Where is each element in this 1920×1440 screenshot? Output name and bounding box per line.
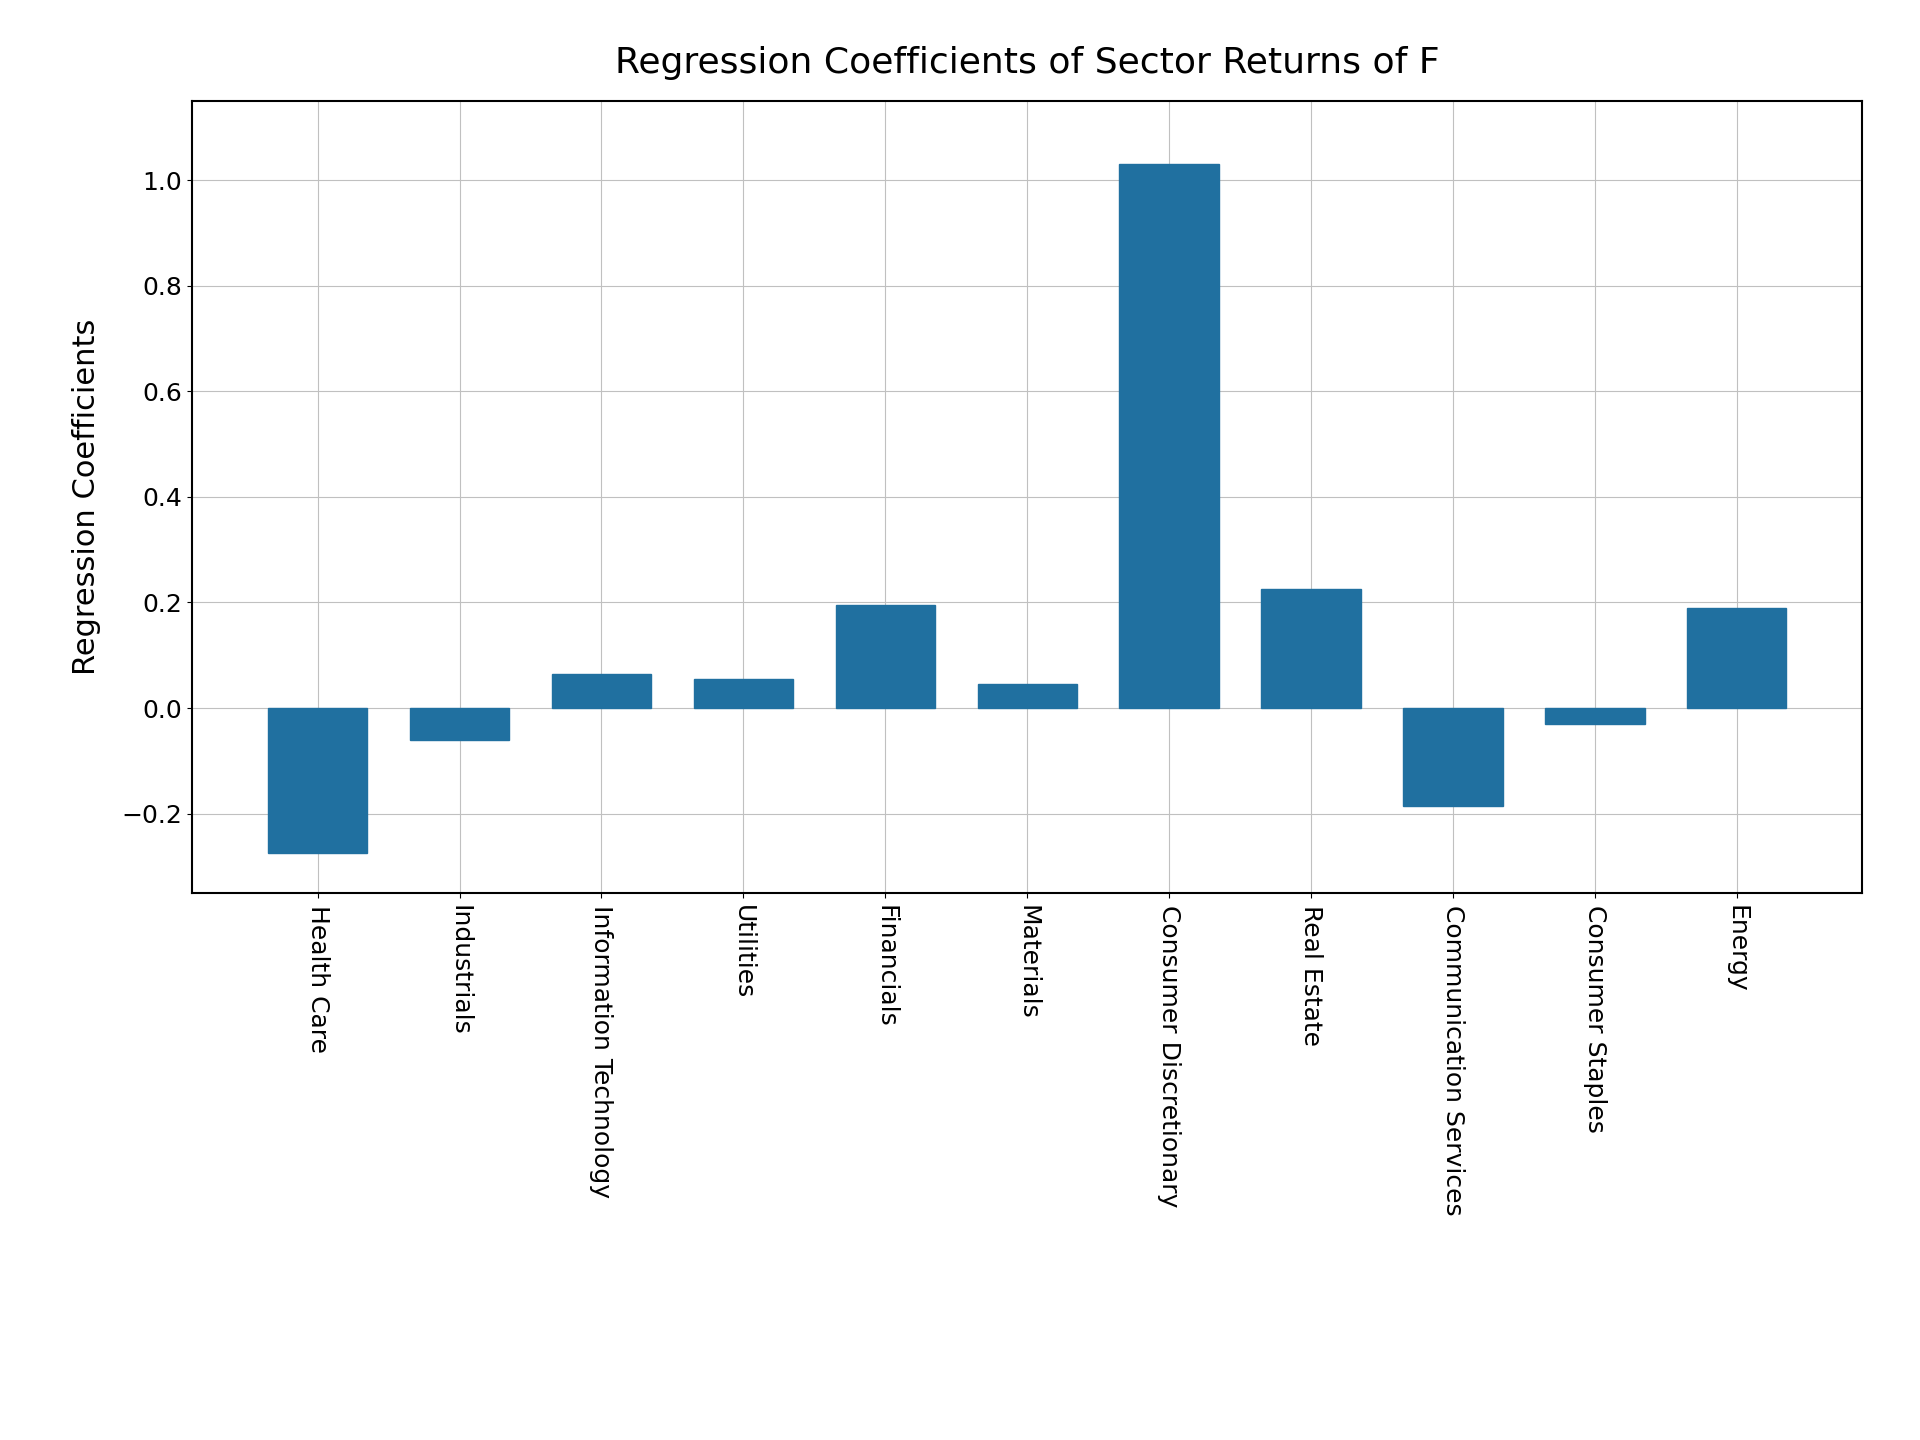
Bar [269,708,367,852]
Bar [693,680,793,708]
Bar [1404,708,1503,805]
Bar [1688,608,1786,708]
Bar [1119,164,1219,708]
Y-axis label: Regression Coefficients: Regression Coefficients [71,318,100,675]
Bar [409,708,509,740]
Bar [977,684,1077,708]
Bar [1546,708,1645,724]
Bar [551,674,651,708]
Title: Regression Coefficients of Sector Returns of F: Regression Coefficients of Sector Return… [614,46,1440,81]
Bar [835,605,935,708]
Bar [1261,589,1361,708]
